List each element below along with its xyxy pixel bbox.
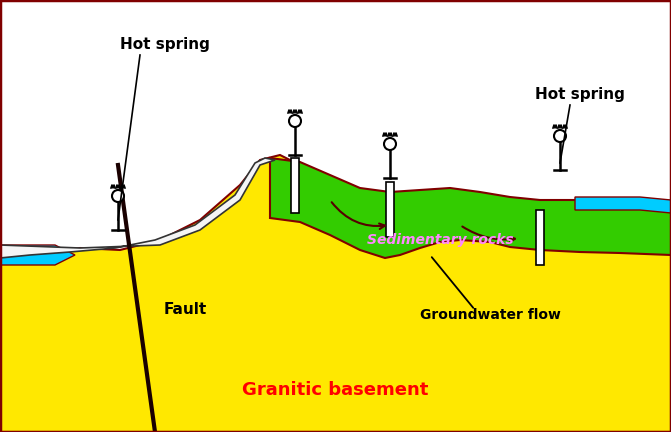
Text: Groundwater flow: Groundwater flow: [419, 308, 560, 322]
Polygon shape: [270, 158, 671, 258]
Text: Sedimentary rocks: Sedimentary rocks: [366, 233, 513, 247]
Circle shape: [384, 138, 396, 150]
Text: Hot spring: Hot spring: [120, 38, 210, 53]
Circle shape: [289, 115, 301, 127]
Text: Granitic basement: Granitic basement: [242, 381, 428, 399]
Text: Fault: Fault: [163, 302, 207, 318]
Circle shape: [112, 190, 124, 202]
Bar: [536, 210, 544, 265]
Polygon shape: [580, 200, 671, 210]
Polygon shape: [0, 155, 671, 432]
Bar: [386, 182, 394, 237]
Circle shape: [554, 130, 566, 142]
Bar: [291, 158, 299, 213]
Polygon shape: [0, 245, 75, 265]
Polygon shape: [0, 158, 275, 258]
Polygon shape: [575, 197, 671, 213]
Text: Hot spring: Hot spring: [535, 88, 625, 102]
